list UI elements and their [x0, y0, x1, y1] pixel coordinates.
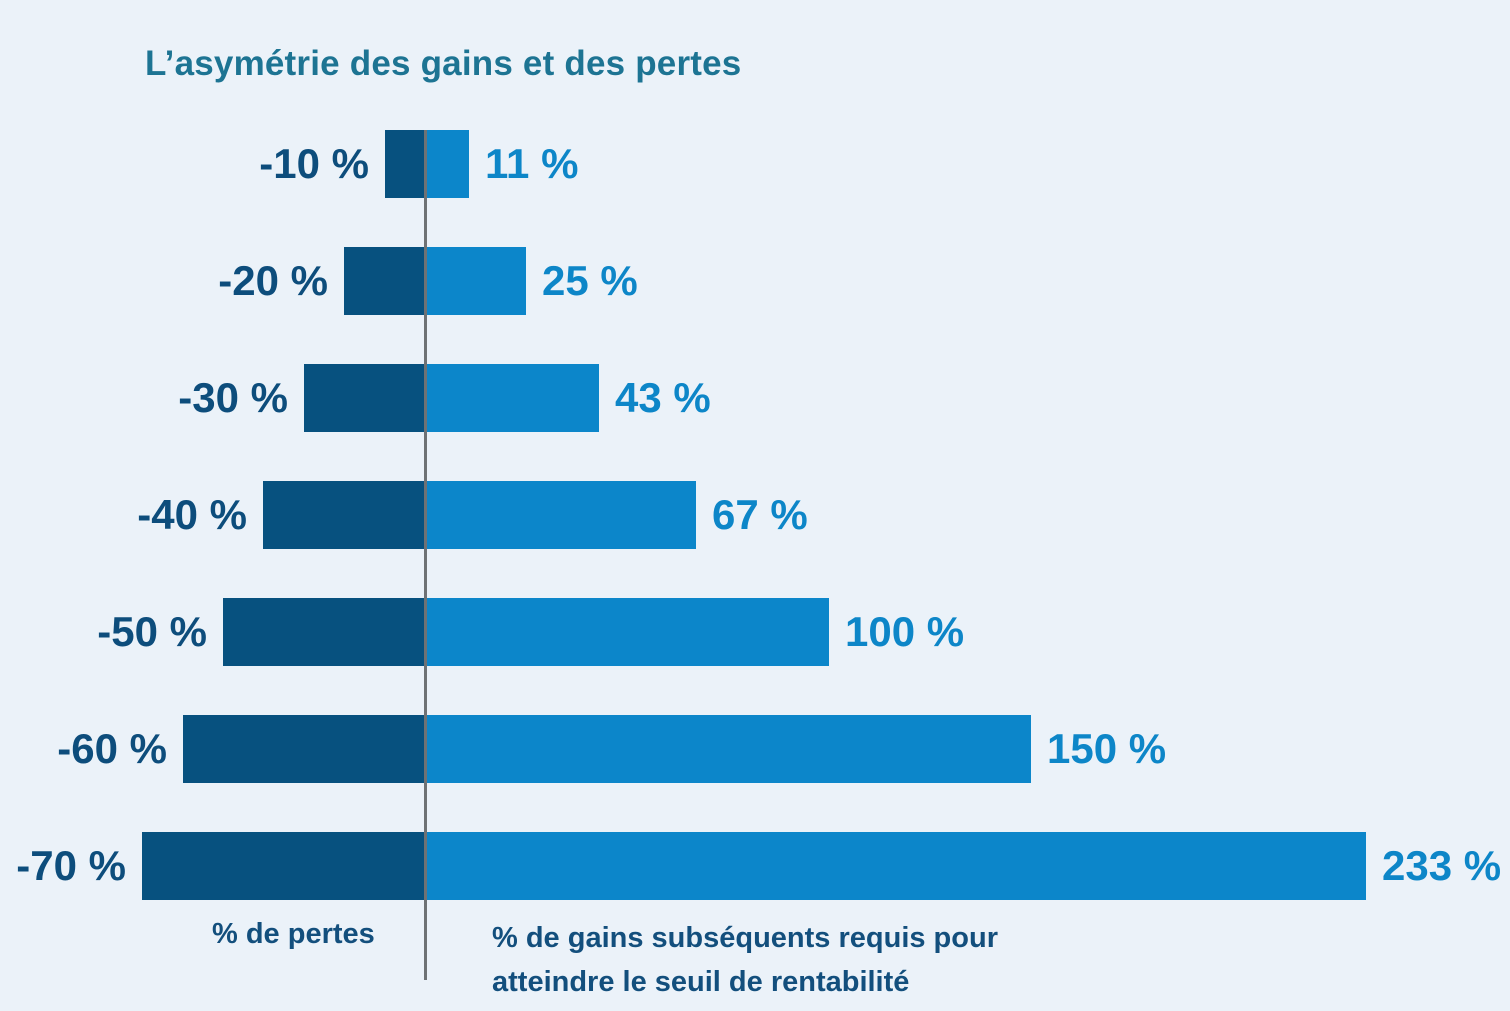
gain-value-label: 67 %	[712, 491, 808, 538]
loss-value-label: -20 %	[218, 257, 328, 304]
loss-value-label: -10 %	[259, 140, 369, 187]
loss-bar	[142, 832, 425, 900]
chart-title: L’asymétrie des gains et des pertes	[145, 44, 742, 83]
loss-bar	[223, 598, 425, 666]
gains-axis-label-line1: % de gains subséquents requis pour	[492, 922, 998, 954]
loss-bar	[183, 715, 425, 783]
gain-bar	[425, 832, 1366, 900]
gains-axis-label: % de gains subséquents requis pour attei…	[492, 916, 998, 1004]
gain-value-label: 100 %	[845, 608, 965, 655]
gain-value-label: 43 %	[615, 374, 711, 421]
loss-value-label: -50 %	[97, 608, 207, 655]
gain-bar	[425, 481, 696, 549]
gain-value-label: 11 %	[485, 140, 579, 187]
gain-value-label: 25 %	[542, 257, 638, 304]
gain-bar	[425, 715, 1031, 783]
loss-bar	[344, 247, 425, 315]
gain-bar	[425, 598, 829, 666]
loss-bar	[304, 364, 425, 432]
gain-bar	[425, 130, 469, 198]
loss-value-label: -60 %	[57, 725, 167, 772]
loss-bar	[385, 130, 425, 198]
loss-value-label: -70 %	[16, 842, 126, 889]
gain-bar	[425, 364, 599, 432]
loss-bar	[263, 481, 425, 549]
losses-axis-label: % de pertes	[212, 918, 375, 950]
gains-axis-label-line2: atteindre le seuil de rentabilité	[492, 966, 910, 998]
loss-value-label: -30 %	[178, 374, 288, 421]
gain-bar	[425, 247, 526, 315]
loss-value-label: -40 %	[137, 491, 247, 538]
gain-value-label: 150 %	[1047, 725, 1167, 772]
zero-axis-line	[424, 130, 427, 980]
gain-value-label: 233 %	[1382, 842, 1502, 889]
